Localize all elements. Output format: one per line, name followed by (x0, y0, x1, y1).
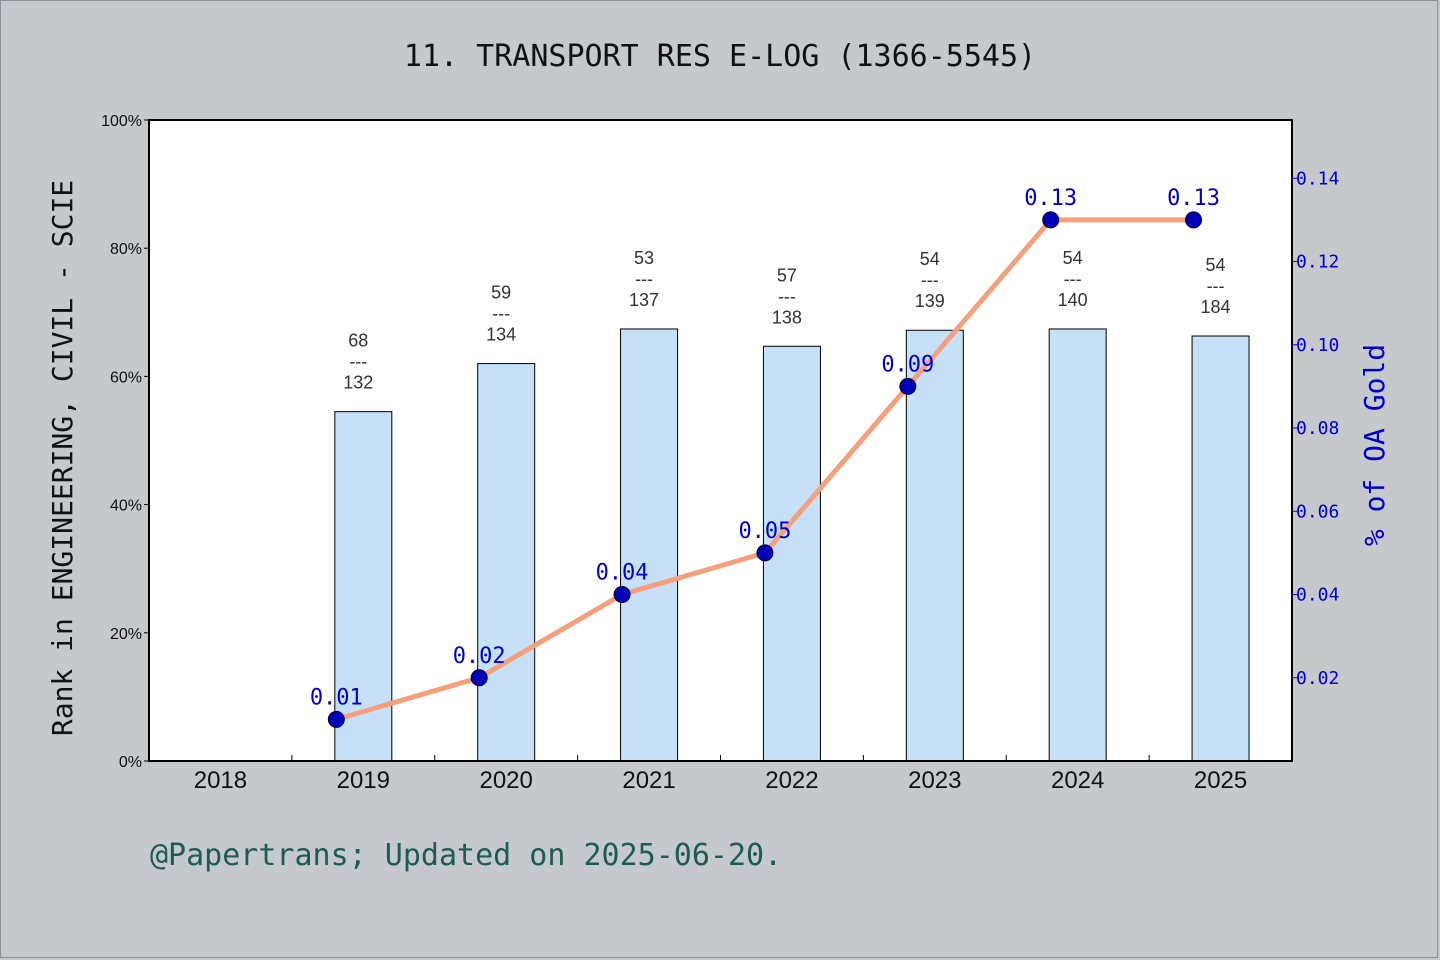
rank-label-2024: 54 (1063, 248, 1083, 268)
rank-separator-2019: --- (349, 352, 367, 372)
right-tick-label: 0.06 (1296, 501, 1339, 522)
x-tick-label-2020: 2020 (479, 767, 532, 794)
chart-title: 11. TRANSPORT RES E-LOG (1366-5545) (404, 39, 1036, 74)
bar-2019 (334, 411, 393, 762)
rank-label-2021: 53 (634, 248, 654, 268)
rank-separator-2022: --- (778, 286, 796, 306)
oa-gold-series: 0.01 0.02 0.04 0.05 0.09 0.13 0.13 (310, 186, 1220, 728)
total-label-2022: 138 (772, 307, 802, 327)
total-label-2019: 132 (343, 373, 373, 393)
rank-label-2023: 54 (920, 249, 940, 269)
right-tick-label: 0.14 (1296, 168, 1339, 189)
bar-2020 (477, 363, 536, 762)
right-tick-label: 0.10 (1296, 335, 1339, 356)
rank-label-2020: 59 (491, 283, 511, 303)
left-tick-label: 40% (110, 498, 142, 515)
x-tick-label-2022: 2022 (765, 767, 818, 794)
rank-label-2019: 68 (348, 331, 368, 351)
right-tick-label: 0.12 (1296, 252, 1339, 273)
oa-gold-point-2020 (470, 669, 488, 687)
left-tick-label: 80% (110, 241, 142, 258)
oa-gold-label-2023: 0.09 (881, 352, 934, 377)
bar-2023 (905, 329, 964, 762)
left-tick-label: 20% (110, 626, 142, 643)
footer-credit: @Papertrans; Updated on 2025-06-20. (150, 838, 782, 873)
left-axis: 0% 20% 40% 60% 80% 100% (101, 113, 149, 771)
x-tick-label-2018: 2018 (194, 767, 247, 794)
rank-label-2025: 54 (1206, 255, 1226, 275)
total-label-2020: 134 (486, 325, 516, 345)
right-tick-label: 0.02 (1296, 668, 1339, 689)
left-tick-label: 0% (119, 754, 142, 771)
oa-gold-label-2025: 0.13 (1167, 186, 1220, 211)
bar-2021 (620, 328, 679, 762)
right-axis-label: % of OA Gold (1358, 344, 1391, 546)
oa-gold-point-2023 (899, 377, 917, 395)
right-tick-label: 0.08 (1296, 418, 1339, 439)
plot-area (149, 120, 1292, 761)
left-tick-label: 100% (101, 113, 142, 130)
right-axis: 0.02 0.04 0.06 0.08 0.10 0.12 0.14 (1292, 168, 1339, 689)
total-label-2021: 137 (629, 290, 659, 310)
total-label-2023: 139 (915, 291, 945, 311)
rank-labels-group: 68---13259---13453---13757---13854---139… (343, 248, 1230, 393)
oa-gold-label-2020: 0.02 (453, 644, 506, 669)
rank-separator-2024: --- (1064, 269, 1082, 289)
rank-separator-2021: --- (635, 269, 653, 289)
rank-separator-2023: --- (921, 270, 939, 290)
x-tick-label-2023: 2023 (908, 767, 961, 794)
oa-gold-point-2019 (327, 710, 345, 728)
rank-label-2022: 57 (777, 265, 797, 285)
total-label-2025: 184 (1201, 297, 1231, 317)
left-axis-label: Rank in ENGINEERING, CIVIL - SCIE (46, 180, 79, 736)
bar-2025 (1191, 335, 1250, 762)
oa-gold-label-2021: 0.04 (596, 561, 649, 586)
oa-gold-point-2025 (1185, 211, 1203, 229)
oa-gold-point-2024 (1042, 211, 1060, 229)
x-axis: 2018 2019 2020 2021 2022 2023 2024 2025 (194, 755, 1247, 794)
oa-gold-point-2022 (756, 544, 774, 562)
oa-gold-label-2024: 0.13 (1024, 186, 1077, 211)
bar-2024 (1048, 328, 1107, 762)
oa-gold-label-2022: 0.05 (738, 519, 791, 544)
x-tick-label-2021: 2021 (622, 767, 675, 794)
x-tick-label-2019: 2019 (337, 767, 390, 794)
right-tick-label: 0.04 (1296, 585, 1339, 606)
oa-gold-point-2021 (613, 586, 631, 604)
x-tick-label-2025: 2025 (1194, 767, 1247, 794)
rank-separator-2025: --- (1207, 276, 1225, 296)
oa-gold-label-2019: 0.01 (310, 685, 363, 710)
rank-separator-2020: --- (492, 304, 510, 324)
total-label-2024: 140 (1058, 290, 1088, 310)
x-tick-label-2024: 2024 (1051, 767, 1104, 794)
left-tick-label: 60% (110, 369, 142, 386)
